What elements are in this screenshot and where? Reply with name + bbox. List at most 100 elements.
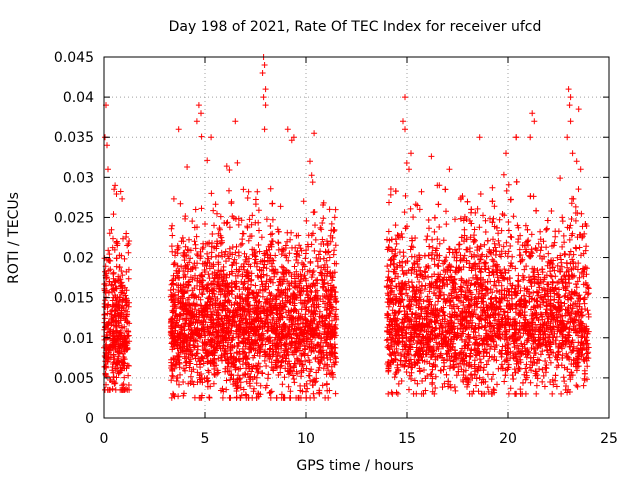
data-point (209, 231, 216, 237)
data-point (267, 389, 274, 396)
data-point (117, 188, 124, 195)
data-point (118, 279, 125, 286)
data-point (113, 239, 120, 246)
data-point (310, 268, 317, 274)
data-point (109, 286, 116, 293)
data-point (187, 255, 194, 262)
data-point (277, 203, 284, 210)
data-point (173, 378, 180, 384)
data-point (238, 263, 245, 270)
data-point (251, 247, 258, 253)
data-point (124, 332, 131, 339)
data-point (116, 294, 123, 300)
data-point (295, 394, 302, 401)
data-point (121, 255, 128, 262)
data-point (199, 291, 206, 298)
data-point (121, 360, 128, 367)
data-point (107, 308, 114, 315)
data-point (223, 377, 230, 384)
data-point (226, 187, 232, 194)
data-point (218, 237, 225, 244)
data-point (244, 295, 251, 302)
data-point (278, 263, 285, 270)
data-point (238, 217, 245, 224)
data-point (112, 380, 119, 387)
data-point (107, 257, 114, 264)
data-point (255, 242, 262, 248)
data-point (245, 237, 252, 244)
data-point (109, 244, 116, 251)
data-point (106, 356, 112, 363)
data-point (233, 260, 240, 267)
data-point (106, 386, 113, 393)
data-point (193, 233, 200, 240)
data-point (304, 268, 311, 275)
data-point (285, 346, 292, 353)
data-point (123, 345, 130, 352)
data-point (270, 367, 277, 374)
data-point (226, 224, 233, 231)
data-point (120, 355, 127, 362)
data-point (110, 343, 117, 350)
chart-title: Day 198 of 2021, Rate Of TEC Index for r… (169, 19, 542, 35)
data-point (177, 200, 184, 207)
data-point (169, 277, 176, 284)
data-point (119, 386, 126, 393)
data-point (107, 347, 114, 354)
data-point (298, 273, 305, 280)
data-point (113, 255, 120, 262)
data-point (198, 205, 205, 212)
data-point (252, 196, 259, 203)
data-point (192, 241, 199, 248)
data-point (124, 242, 131, 249)
data-point (104, 310, 111, 317)
data-point (303, 217, 310, 224)
data-point (215, 252, 222, 259)
data-point (106, 328, 113, 335)
data-point (223, 386, 230, 393)
data-point (114, 242, 121, 249)
data-point (255, 332, 262, 338)
data-point (308, 241, 315, 248)
data-point (219, 394, 226, 401)
data-point (332, 390, 339, 397)
data-point (227, 346, 234, 353)
data-point (170, 308, 177, 315)
data-point (119, 365, 126, 372)
data-point (204, 250, 211, 257)
data-point (226, 167, 233, 173)
data-point (116, 252, 123, 259)
data-point (262, 341, 269, 348)
data-point (224, 219, 231, 226)
data-point (241, 250, 248, 257)
data-point (210, 380, 217, 387)
data-point (113, 285, 120, 292)
data-point (234, 159, 241, 166)
data-point (311, 209, 318, 215)
data-point (112, 182, 119, 189)
data-point (113, 374, 120, 381)
data-point (115, 277, 121, 284)
data-point (263, 363, 270, 369)
data-point (310, 390, 317, 397)
data-point (302, 255, 309, 262)
data-point (229, 213, 236, 220)
data-point (322, 287, 329, 293)
data-point (126, 238, 133, 244)
data-point (113, 191, 120, 197)
data-point (119, 195, 126, 202)
data-point (233, 243, 240, 250)
data-point (323, 339, 330, 346)
data-point (326, 206, 333, 213)
data-point (309, 382, 316, 389)
data-point (328, 220, 335, 227)
data-point (314, 263, 321, 270)
data-point (333, 306, 340, 313)
data-point (115, 357, 122, 364)
data-point (115, 349, 122, 356)
data-point (326, 254, 333, 261)
data-point (228, 344, 234, 351)
data-point (214, 210, 220, 217)
data-point (251, 352, 258, 359)
data-point (176, 381, 182, 388)
